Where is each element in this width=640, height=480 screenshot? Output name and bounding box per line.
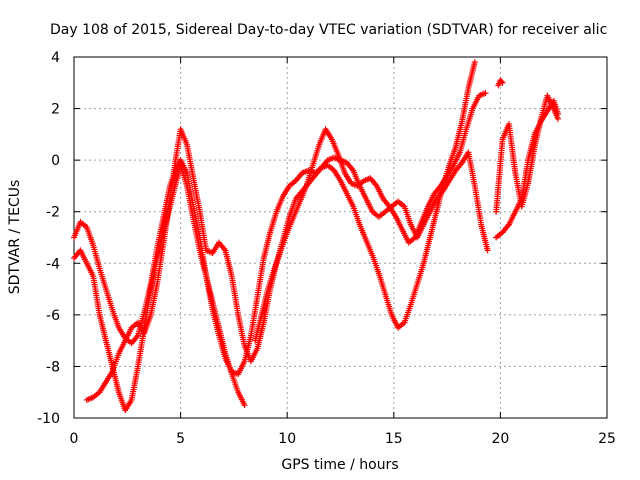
y-tick-label: 4 bbox=[51, 50, 60, 66]
x-tick-labels: 0 5 10 15 20 25 bbox=[70, 431, 616, 447]
data-point-s6 bbox=[499, 79, 506, 86]
y-tick-label: -4 bbox=[46, 256, 60, 272]
y-tick-label: 2 bbox=[51, 102, 60, 118]
x-tick-label: 20 bbox=[491, 431, 509, 447]
x-axis-label: GPS time / hours bbox=[281, 457, 398, 473]
data-point-s4 bbox=[554, 115, 561, 122]
data-point-s2 bbox=[484, 247, 491, 254]
x-tick-label: 25 bbox=[598, 431, 616, 447]
y-tick-labels: -10 -8 -6 -4 -2 0 2 4 bbox=[37, 50, 60, 427]
data-point-s6 bbox=[498, 78, 505, 85]
y-axis-label: SDTVAR / TECUs bbox=[7, 180, 23, 295]
y-tick-label: -6 bbox=[46, 308, 60, 324]
x-tick-label: 15 bbox=[385, 431, 403, 447]
data-point-s1 bbox=[241, 402, 248, 409]
chart-title: Day 108 of 2015, Sidereal Day-to-day VTE… bbox=[50, 22, 607, 38]
x-tick-label: 0 bbox=[70, 431, 79, 447]
data-point-s3 bbox=[482, 90, 489, 97]
x-tick-label: 10 bbox=[278, 431, 296, 447]
x-tick-label: 5 bbox=[176, 431, 185, 447]
data-point-s5 bbox=[554, 110, 561, 117]
axis-ticks bbox=[73, 56, 608, 419]
data-points bbox=[71, 59, 561, 414]
data-point-s0 bbox=[471, 59, 478, 66]
y-tick-label: -8 bbox=[46, 359, 60, 375]
y-tick-label: 0 bbox=[51, 153, 60, 169]
y-tick-label: -10 bbox=[37, 411, 60, 427]
y-tick-label: -2 bbox=[46, 205, 60, 221]
